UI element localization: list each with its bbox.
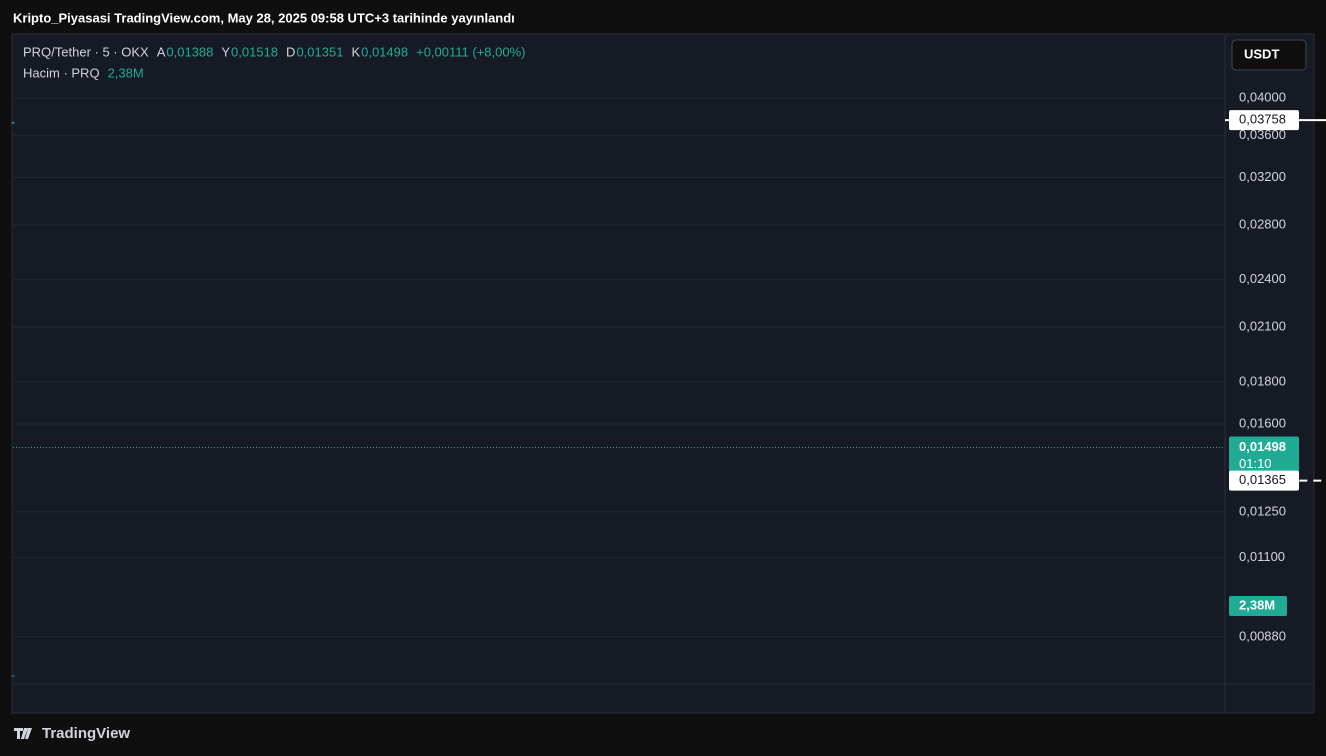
plot: −0,02388 (−63,55%) −2.388 bbox=[11, 119, 1326, 677]
publish-title: Kripto_Piyasasi TradingView.com, May 28,… bbox=[13, 10, 515, 25]
y-tick-label: 0,01250 bbox=[1239, 503, 1286, 518]
currency-label[interactable]: USDT bbox=[1244, 46, 1279, 61]
logo-icon bbox=[14, 728, 32, 739]
hline-tag bbox=[1229, 470, 1299, 491]
ohlc-key: Y bbox=[221, 44, 230, 59]
y-tick-label: 0,03200 bbox=[1239, 169, 1286, 184]
hline-label: 0,03758 bbox=[1239, 112, 1286, 127]
hline-label: 0,01365 bbox=[1239, 472, 1286, 487]
volume-tag bbox=[1229, 595, 1287, 616]
volume-label: Hacim · PRQ bbox=[23, 65, 100, 80]
y-tick-label: 0,01800 bbox=[1239, 374, 1286, 389]
ohlc-value: 0,01518 bbox=[231, 44, 278, 59]
last-price-tag bbox=[1229, 436, 1299, 473]
y-tick-label: 0,02800 bbox=[1239, 216, 1286, 231]
y-tick-label: 0,02100 bbox=[1239, 319, 1286, 334]
grid bbox=[13, 97, 1225, 638]
symbol: PRQ/Tether · 5 · OKX bbox=[23, 44, 149, 59]
last-price-label: 0,01498 bbox=[1239, 439, 1286, 454]
currency-button[interactable] bbox=[1231, 39, 1307, 71]
ohlc-key: D bbox=[286, 44, 295, 59]
legend: PRQ/Tether · 5 · OKX A 0,01388 Y 0,01518 D 0,0… bbox=[23, 44, 526, 80]
axes: 0,04000 0,03600 0,03200 0,02800 0,02400 0,021… bbox=[1229, 89, 1299, 643]
y-tick-label: 0,01100 bbox=[1239, 549, 1285, 564]
ohlc-value: 0,01388 bbox=[166, 44, 213, 59]
countdown-label: 01:10 bbox=[1239, 456, 1272, 471]
hline-tag bbox=[1229, 110, 1299, 131]
change: +0,00111 (+8,00%) bbox=[416, 44, 525, 59]
ohlc-key: A bbox=[157, 44, 166, 59]
chart-panel bbox=[11, 33, 1315, 714]
volume-bar bbox=[11, 675, 15, 677]
y-tick-label: 0,03600 bbox=[1239, 127, 1286, 142]
y-tick-label: 0,00880 bbox=[1239, 628, 1286, 643]
ohlc-key: K bbox=[351, 44, 360, 59]
y-tick-label: 0,04000 bbox=[1239, 89, 1286, 104]
y-tick-label: 0,02400 bbox=[1239, 271, 1286, 286]
logo-text: TradingView bbox=[42, 725, 130, 742]
volume-value: 2,38M bbox=[108, 65, 144, 80]
y-tick-label: 0,01600 bbox=[1239, 415, 1286, 430]
candle-body bbox=[11, 122, 15, 124]
ohlc-value: 0,01351 bbox=[296, 44, 343, 59]
volume-tag-label: 2,38M bbox=[1239, 597, 1275, 612]
ohlc-value: 0,01498 bbox=[361, 44, 408, 59]
